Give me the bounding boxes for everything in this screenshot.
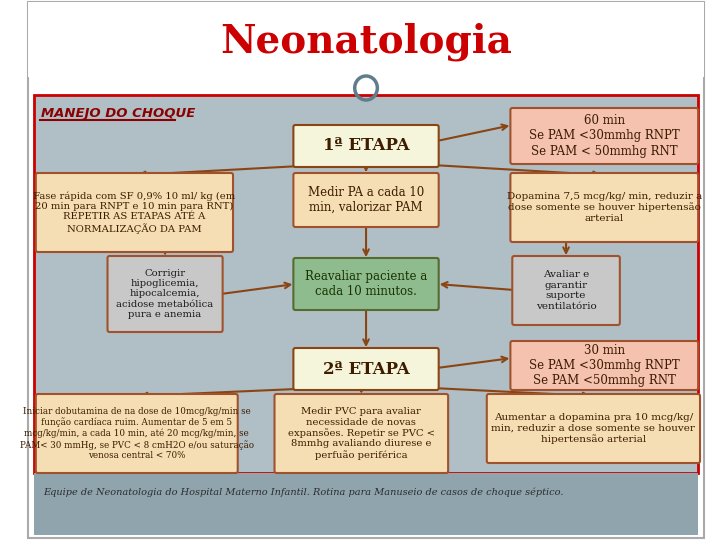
Text: Iniciar dobutamina de na dose de 10mcg/kg/min se
função cardíaca ruim. Aumentar : Iniciar dobutamina de na dose de 10mcg/k…: [19, 407, 254, 460]
FancyBboxPatch shape: [107, 256, 222, 332]
FancyBboxPatch shape: [510, 108, 698, 164]
Text: Avaliar e
garantir
suporte
ventilatório: Avaliar e garantir suporte ventilatório: [536, 271, 596, 310]
FancyBboxPatch shape: [510, 341, 698, 390]
FancyBboxPatch shape: [293, 125, 438, 167]
Text: 60 min
Se PAM <30mmhg RNPT
Se PAM < 50mmhg RNT: 60 min Se PAM <30mmhg RNPT Se PAM < 50mm…: [529, 114, 680, 158]
FancyBboxPatch shape: [487, 394, 700, 463]
FancyBboxPatch shape: [36, 173, 233, 252]
Text: Equipe de Neonatologia do Hospital Materno Infantil. Rotina para Manuseio de cas: Equipe de Neonatologia do Hospital Mater…: [43, 487, 564, 497]
Text: 30 min
Se PAM <30mmhg RNPT
Se PAM <50mmhg RNT: 30 min Se PAM <30mmhg RNPT Se PAM <50mmh…: [529, 344, 680, 387]
Text: Reavaliar paciente a
cada 10 minutos.: Reavaliar paciente a cada 10 minutos.: [305, 270, 427, 298]
FancyBboxPatch shape: [293, 348, 438, 390]
Text: Aumentar a dopamina pra 10 mcg/kg/
min, reduzir a dose somente se houver
hiperte: Aumentar a dopamina pra 10 mcg/kg/ min, …: [492, 413, 696, 444]
FancyBboxPatch shape: [512, 256, 620, 325]
Text: Neonatologia: Neonatologia: [220, 23, 512, 61]
Text: Fase rápida com SF 0,9% 10 ml/ kg (em
20 min para RNPT e 10 min para RNT)
REPETI: Fase rápida com SF 0,9% 10 ml/ kg (em 20…: [33, 191, 235, 234]
Text: Dopamina 7,5 mcg/kg/ min, reduzir a
dose somente se houver hipertensão
arterial: Dopamina 7,5 mcg/kg/ min, reduzir a dose…: [507, 192, 702, 223]
Text: Medir PA a cada 10
min, valorizar PAM: Medir PA a cada 10 min, valorizar PAM: [308, 186, 424, 214]
Text: Corrigir
hipoglicemia,
hipocalcemia,
acidose metabólica
pura e anemia: Corrigir hipoglicemia, hipocalcemia, aci…: [117, 269, 214, 319]
Text: 2ª ETAPA: 2ª ETAPA: [323, 361, 410, 377]
Text: 1ª ETAPA: 1ª ETAPA: [323, 138, 410, 154]
Text: Medir PVC para avaliar
necessidade de novas
expansões. Repetir se PVC <
8mmhg av: Medir PVC para avaliar necessidade de no…: [288, 407, 435, 460]
FancyBboxPatch shape: [36, 394, 238, 473]
FancyBboxPatch shape: [293, 258, 438, 310]
FancyBboxPatch shape: [28, 2, 704, 538]
Text: MANEJO DO CHOQUE: MANEJO DO CHOQUE: [42, 106, 196, 119]
FancyBboxPatch shape: [34, 473, 698, 535]
FancyBboxPatch shape: [293, 173, 438, 227]
FancyBboxPatch shape: [510, 173, 698, 242]
FancyBboxPatch shape: [274, 394, 448, 473]
FancyBboxPatch shape: [34, 95, 698, 473]
FancyBboxPatch shape: [28, 2, 704, 77]
